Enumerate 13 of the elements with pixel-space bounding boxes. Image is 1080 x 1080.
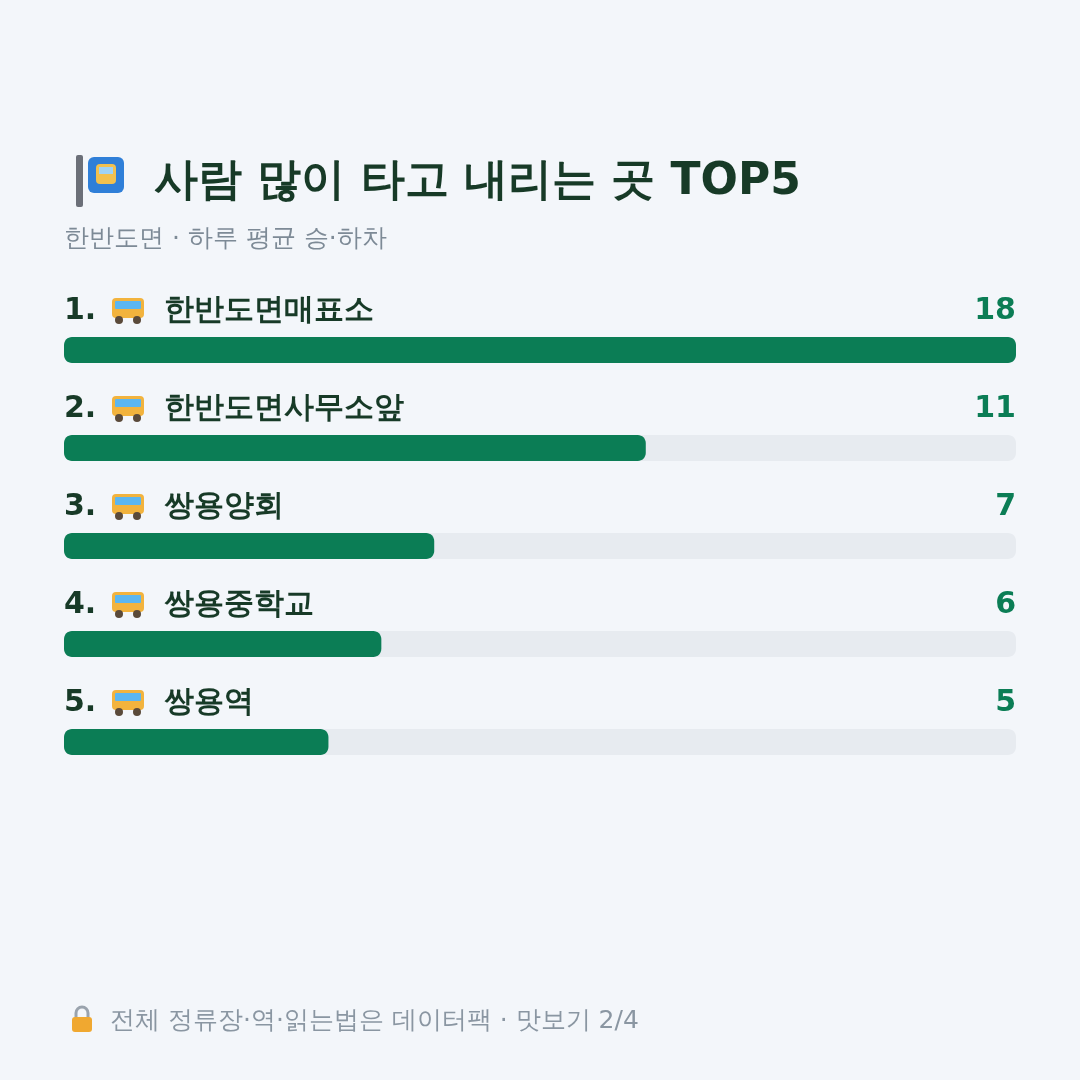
data-label: 6 — [995, 585, 1016, 620]
data-label: 11 — [974, 389, 1016, 424]
category-label: 3. 쌍용양회 — [64, 487, 284, 522]
data-label: 5 — [995, 683, 1016, 718]
category-label: 2. 한반도면사무소앞 — [64, 389, 404, 424]
category-label: 5. 쌍용역 — [64, 683, 254, 718]
category-label: 1. 한반도면매표소 — [64, 291, 374, 326]
data-label: 7 — [995, 487, 1016, 522]
chart-title: 사람 많이 타고 내리는 곳 TOP5 — [154, 152, 801, 206]
chart-subtitle: 한반도면 · 하루 평균 승·하차 — [64, 222, 387, 254]
text: 전체 정류장·역·읽는법은 데이터팩 · 맛보기 2/4 — [110, 1004, 639, 1036]
category-label: 4. 쌍용중학교 — [64, 585, 314, 620]
data-label: 18 — [974, 291, 1016, 326]
